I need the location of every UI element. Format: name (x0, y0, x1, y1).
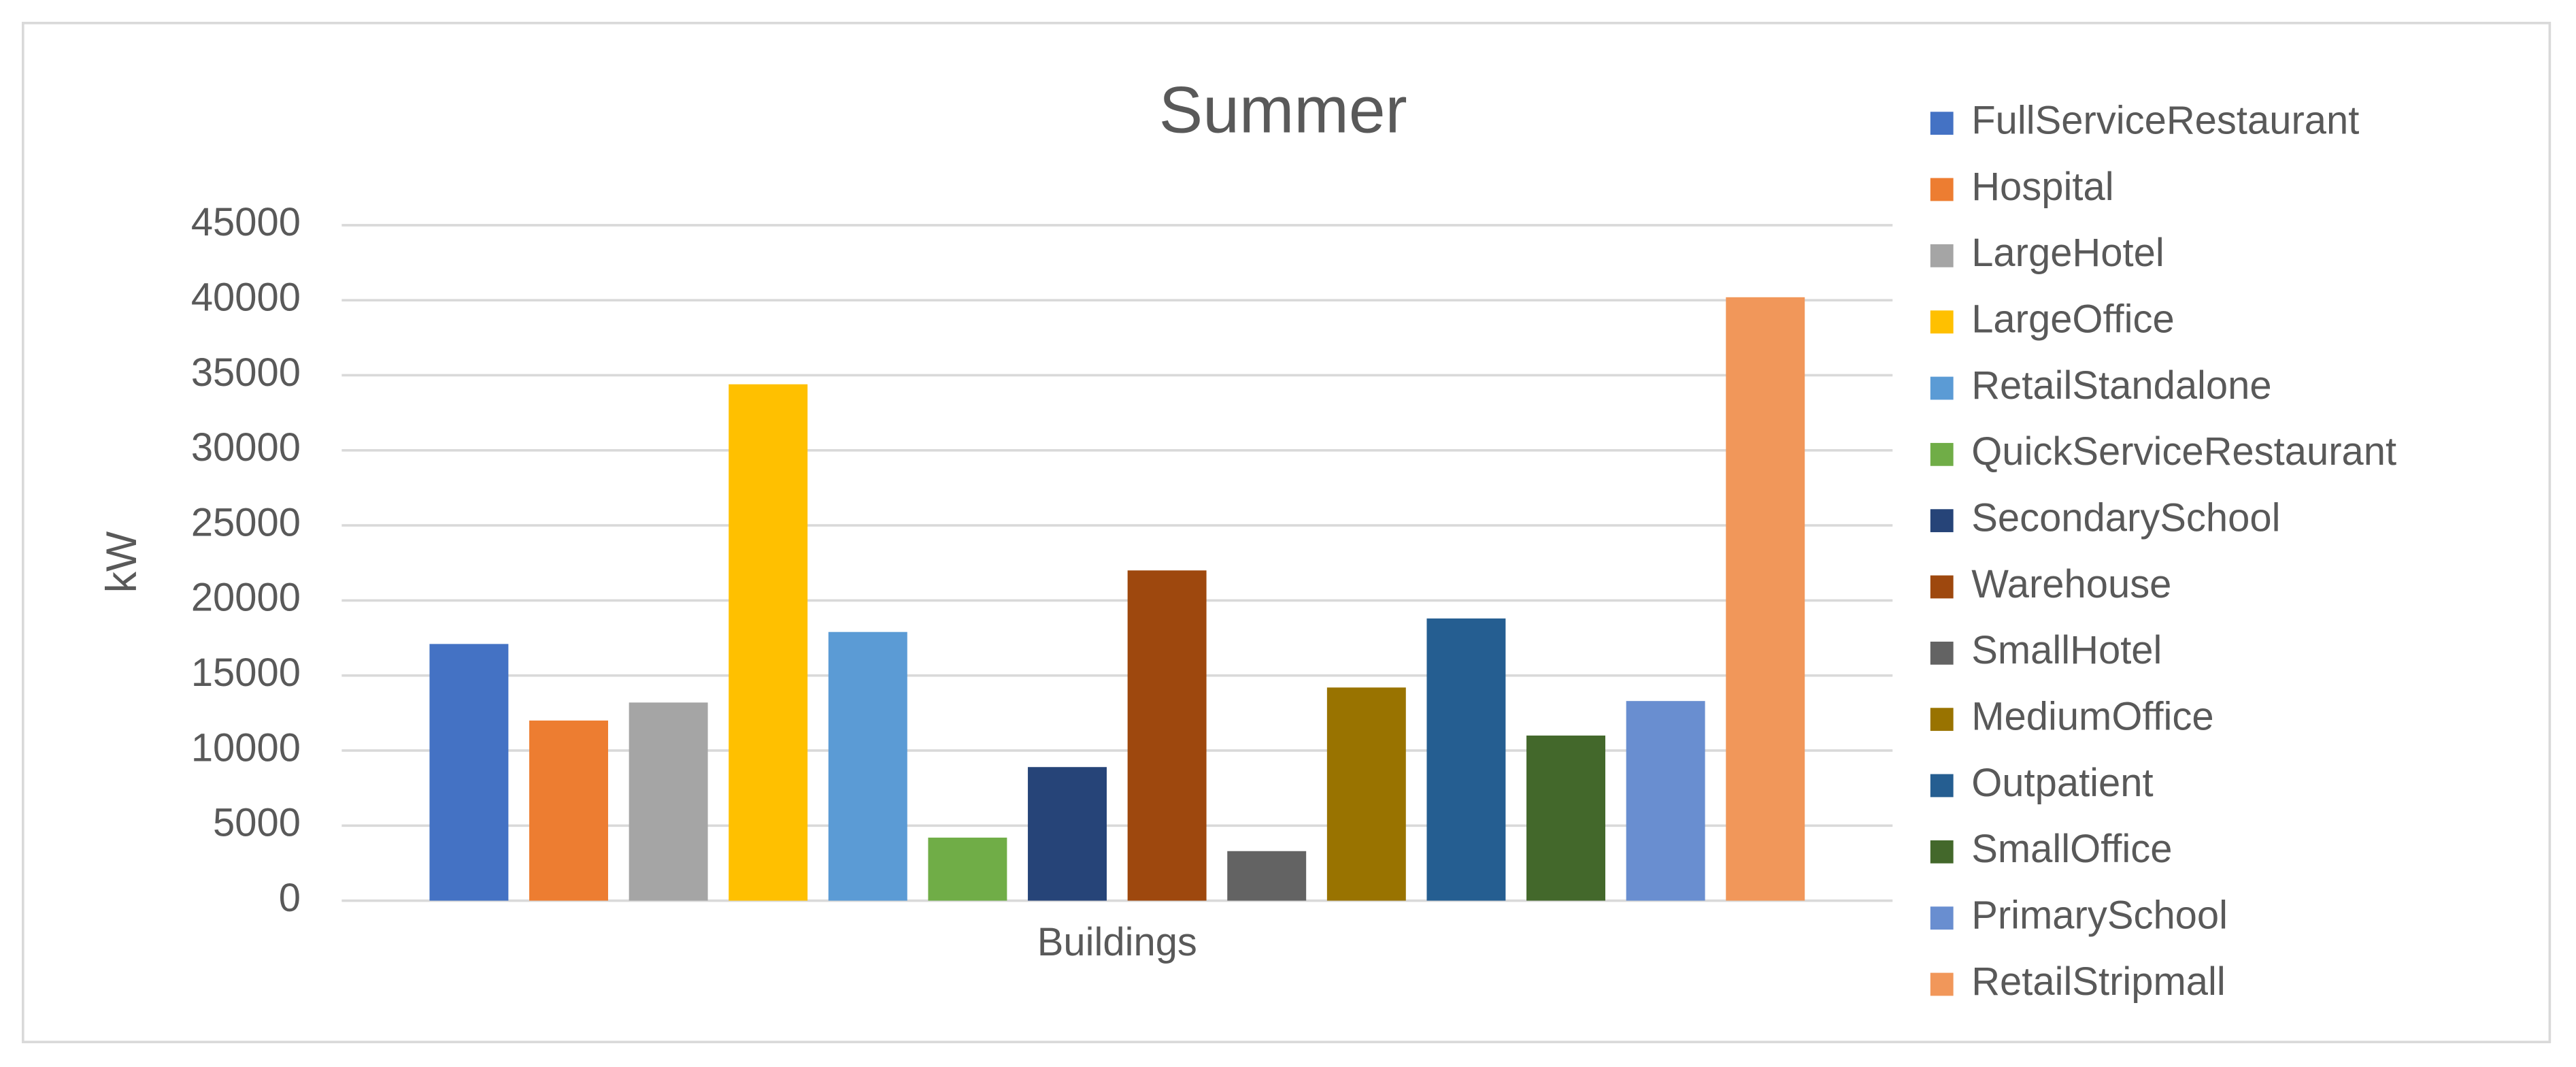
bar (429, 644, 509, 901)
y-tick-label: 0 (279, 876, 301, 920)
legend-swatch (1930, 972, 1954, 996)
legend-label: FullServiceRestaurant (1971, 99, 2359, 142)
legend-label: Warehouse (1971, 563, 2171, 606)
legend-swatch (1930, 509, 1954, 533)
y-tick-label: 40000 (191, 276, 301, 320)
bar (928, 837, 1007, 901)
legend-label: Hospital (1971, 165, 2113, 209)
legend-label: Outpatient (1971, 761, 2153, 805)
legend-label: LargeHotel (1971, 231, 2164, 275)
y-tick-label: 15000 (191, 651, 301, 695)
y-tick-label: 20000 (191, 576, 301, 620)
x-tick-label: Buildings (1037, 921, 1197, 964)
chart-title: Summer (1159, 74, 1407, 147)
legend-label: RetailStripmall (1971, 960, 2226, 1004)
bar (629, 702, 708, 901)
bar (828, 631, 907, 901)
legend-swatch (1930, 641, 1954, 665)
legend-swatch (1930, 906, 1954, 930)
bar (1526, 735, 1605, 901)
y-tick-label: 45000 (191, 201, 301, 244)
y-tick-label: 35000 (191, 351, 301, 395)
legend-swatch (1930, 310, 1954, 334)
y-tick-label: 25000 (191, 501, 301, 544)
bar (1426, 618, 1506, 901)
bar (1028, 767, 1107, 901)
legend-swatch (1930, 244, 1954, 267)
legend-swatch (1930, 112, 1954, 135)
legend-label: SmallOffice (1971, 827, 2172, 871)
y-tick-label: 5000 (213, 802, 301, 845)
legend-swatch (1930, 774, 1954, 798)
legend-label: MediumOffice (1971, 695, 2213, 738)
legend-label: RetailStandalone (1971, 364, 2271, 408)
legend-label: SmallHotel (1971, 629, 2162, 672)
bar (1127, 570, 1207, 901)
legend-label: SecondarySchool (1971, 496, 2280, 540)
legend-swatch (1930, 575, 1954, 599)
bar (1626, 701, 1705, 901)
legend-swatch (1930, 376, 1954, 400)
legend-swatch (1930, 840, 1954, 864)
y-tick-label: 10000 (191, 726, 301, 770)
bar (1726, 297, 1805, 901)
legend-swatch (1930, 178, 1954, 201)
bar (1326, 687, 1406, 901)
bar (529, 720, 608, 901)
legend-label: LargeOffice (1971, 297, 2175, 341)
legend-swatch (1930, 708, 1954, 732)
y-tick-label: 30000 (191, 426, 301, 470)
y-axis-label: kW (98, 531, 146, 593)
bar (1227, 851, 1307, 901)
legend-label: QuickServiceRestaurant (1971, 430, 2396, 474)
bar (729, 384, 808, 901)
legend-swatch (1930, 442, 1954, 466)
legend-label: PrimarySchool (1971, 893, 2228, 937)
